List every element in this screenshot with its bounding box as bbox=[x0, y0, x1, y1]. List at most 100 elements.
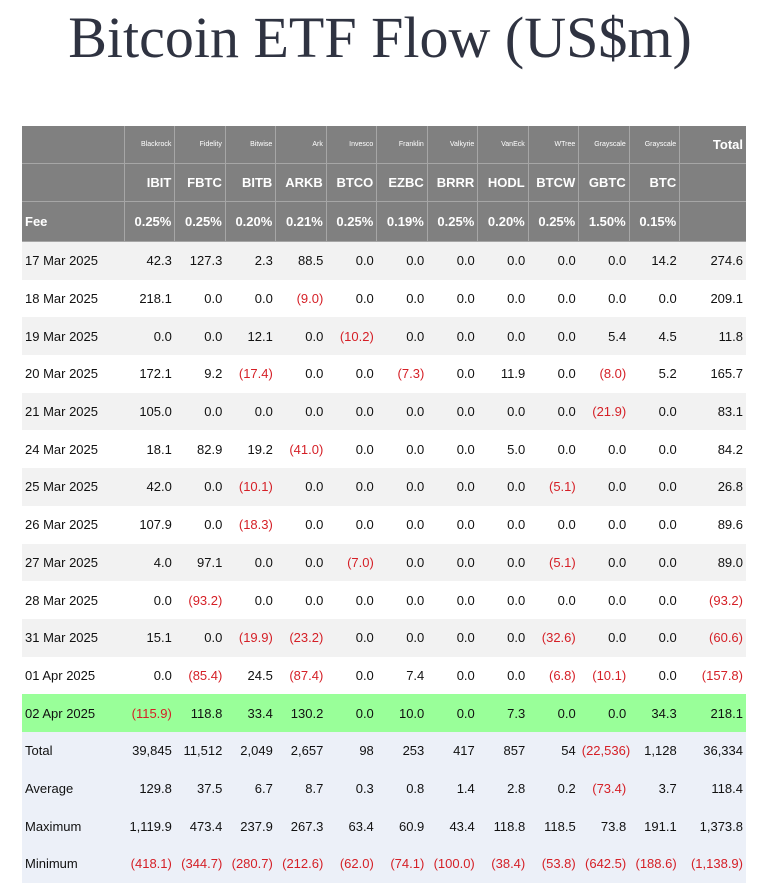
flow-cell: (53.8) bbox=[528, 845, 579, 883]
fee-header-row: Fee 0.25% 0.25% 0.20% 0.21% 0.25% 0.19% … bbox=[22, 201, 746, 242]
flow-cell: (22,536) bbox=[578, 731, 630, 770]
flow-cell: 0.0 bbox=[427, 543, 478, 582]
flow-cell: 0.0 bbox=[376, 618, 428, 657]
row-label: 21 Mar 2025 bbox=[22, 392, 125, 431]
flow-cell: 15.1 bbox=[124, 618, 175, 657]
row-label: 17 Mar 2025 bbox=[22, 241, 125, 280]
flow-cell: (6.8) bbox=[528, 656, 579, 695]
row-label: 25 Mar 2025 bbox=[22, 468, 125, 506]
row-label: Minimum bbox=[22, 845, 125, 883]
flow-cell: 0.0 bbox=[124, 581, 175, 619]
issuer-header-row: Blackrock Fidelity Bitwise Ark Invesco F… bbox=[22, 126, 746, 164]
row-label: 20 Mar 2025 bbox=[22, 355, 125, 393]
fee-cell: 0.25% bbox=[527, 201, 579, 242]
flow-cell: 0.0 bbox=[427, 355, 478, 393]
daily-flow-rows: 17 Mar 2025 42.3 127.3 2.3 88.5 0.0 0.0 0.0 0.0 0… bbox=[22, 241, 746, 732]
flow-cell: 0.0 bbox=[427, 317, 478, 356]
flow-cell: 0.0 bbox=[427, 581, 478, 619]
header-blank-cell bbox=[22, 126, 125, 164]
table-row: 28 Mar 2025 0.0 (93.2) 0.0 0.0 0.0 0.0 0.0 0.0 0.… bbox=[22, 581, 746, 619]
flow-cell: 0.0 bbox=[174, 505, 226, 544]
header-blank-cell bbox=[679, 163, 746, 202]
flow-cell: 6.7 bbox=[225, 769, 276, 808]
fee-cell: 0.20% bbox=[477, 201, 529, 242]
flow-cell: 417 bbox=[427, 731, 478, 770]
flow-cell: 0.0 bbox=[427, 430, 478, 469]
ticker-header-row: IBIT FBTC BITB ARKB BTCO EZBC BRRR HODL … bbox=[22, 163, 746, 202]
flow-cell: 0.0 bbox=[326, 468, 377, 506]
flow-cell: 0.2 bbox=[528, 769, 579, 808]
flow-cell: 0.0 bbox=[578, 618, 630, 657]
fee-cell: 0.20% bbox=[224, 201, 276, 242]
flow-cell: (23.2) bbox=[275, 618, 327, 657]
flow-cell: 0.0 bbox=[477, 468, 529, 506]
flow-cell: 0.0 bbox=[376, 279, 428, 318]
flow-cell: 118.8 bbox=[477, 807, 529, 845]
flow-cell: 11,512 bbox=[174, 731, 226, 770]
flow-cell: 54 bbox=[528, 731, 579, 770]
flow-cell: (7.3) bbox=[376, 355, 428, 393]
row-label: 31 Mar 2025 bbox=[22, 618, 125, 657]
flow-cell: 0.0 bbox=[275, 355, 327, 393]
flow-cell: 1.4 bbox=[427, 769, 478, 808]
flow-cell: 0.0 bbox=[326, 618, 377, 657]
flow-cell: (344.7) bbox=[174, 845, 226, 883]
total-cell: 218.1 bbox=[679, 694, 746, 732]
flow-cell: 0.0 bbox=[477, 392, 529, 431]
flow-cell: (38.4) bbox=[477, 845, 529, 883]
flow-cell: 0.0 bbox=[578, 279, 630, 318]
flow-cell: 0.0 bbox=[326, 279, 377, 318]
ticker-cell: GBTC bbox=[578, 163, 630, 202]
flow-cell: (10.2) bbox=[326, 317, 377, 356]
flow-cell: 0.0 bbox=[578, 694, 630, 732]
flow-cell: 3.7 bbox=[629, 769, 680, 808]
flow-cell: 0.0 bbox=[629, 468, 680, 506]
flow-cell: 0.0 bbox=[528, 317, 579, 356]
fee-cell: 1.50% bbox=[578, 201, 630, 242]
flow-cell: 10.0 bbox=[376, 694, 428, 732]
issuer-cell: Invesco bbox=[325, 126, 377, 164]
flow-cell: 0.0 bbox=[477, 317, 529, 356]
flow-cell: 0.0 bbox=[326, 392, 377, 431]
flow-cell: 0.0 bbox=[629, 279, 680, 318]
flow-cell: 0.0 bbox=[427, 241, 478, 280]
row-label: 27 Mar 2025 bbox=[22, 543, 125, 582]
flow-cell: 0.0 bbox=[225, 543, 276, 582]
summary-rows: Total 39,845 11,512 2,049 2,657 98 253 417 857 54… bbox=[22, 731, 746, 883]
ticker-cell: BTCW bbox=[527, 163, 579, 202]
flow-cell: 0.0 bbox=[477, 543, 529, 582]
flow-cell: 0.0 bbox=[275, 317, 327, 356]
flow-cell: (188.6) bbox=[629, 845, 680, 883]
flow-cell: 0.0 bbox=[225, 392, 276, 431]
flow-cell: 0.0 bbox=[174, 317, 226, 356]
flow-cell: (17.4) bbox=[225, 355, 276, 393]
flow-cell: 8.7 bbox=[275, 769, 327, 808]
flow-cell: 118.8 bbox=[174, 694, 226, 732]
flow-cell: 130.2 bbox=[275, 694, 327, 732]
flow-cell: 0.0 bbox=[376, 317, 428, 356]
flow-cell: 127.3 bbox=[174, 241, 226, 280]
flow-cell: 0.0 bbox=[477, 656, 529, 695]
flow-cell: 267.3 bbox=[275, 807, 327, 845]
flow-cell: 0.0 bbox=[124, 656, 175, 695]
ticker-cell: BTC bbox=[628, 163, 680, 202]
flow-cell: 191.1 bbox=[629, 807, 680, 845]
flow-cell: 0.0 bbox=[477, 581, 529, 619]
flow-cell: 42.3 bbox=[124, 241, 175, 280]
table-row: 24 Mar 2025 18.1 82.9 19.2 (41.0) 0.0 0.0 0.0 5.… bbox=[22, 430, 746, 469]
flow-cell: 0.0 bbox=[174, 392, 226, 431]
flow-cell: 0.0 bbox=[528, 694, 579, 732]
flow-cell: 5.4 bbox=[578, 317, 630, 356]
flow-cell: 88.5 bbox=[275, 241, 327, 280]
flow-cell: 98 bbox=[326, 731, 377, 770]
flow-cell: 19.2 bbox=[225, 430, 276, 469]
row-label: 28 Mar 2025 bbox=[22, 581, 125, 619]
flow-cell: 2,657 bbox=[275, 731, 327, 770]
flow-cell: 0.0 bbox=[275, 392, 327, 431]
flow-cell: 0.0 bbox=[528, 505, 579, 544]
issuer-cell: Bitwise bbox=[224, 126, 276, 164]
flow-cell: 11.9 bbox=[477, 355, 529, 393]
flow-cell: 107.9 bbox=[124, 505, 175, 544]
ticker-cell: BITB bbox=[224, 163, 276, 202]
issuer-cell: Franklin bbox=[376, 126, 428, 164]
